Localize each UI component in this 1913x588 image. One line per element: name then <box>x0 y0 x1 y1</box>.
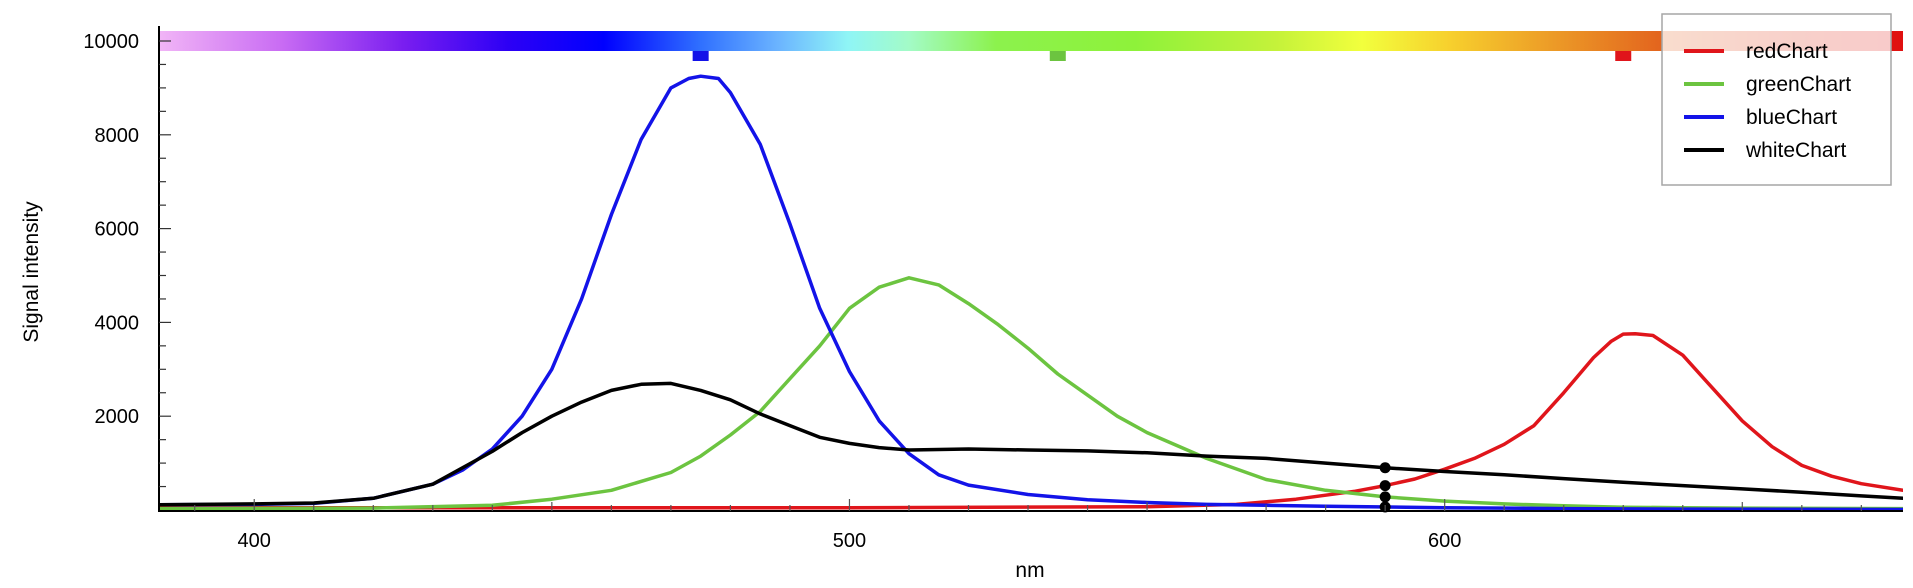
blueChart-line <box>159 74 1903 512</box>
greenChart-peak-marker <box>1049 51 1066 61</box>
series-lines <box>159 74 1903 512</box>
legend: redChart greenChart blueChart whiteChart <box>1661 13 1892 186</box>
legend-box <box>1661 13 1892 186</box>
greenChart-cursor-point <box>1379 491 1391 503</box>
legend-label-blueChart: blueChart <box>1746 106 1837 129</box>
x-tick-label: 600 <box>1428 530 1461 552</box>
whiteChart-line <box>159 381 1903 507</box>
legend-label-whiteChart: whiteChart <box>1745 139 1847 162</box>
x-tick-label: 500 <box>833 530 866 552</box>
x-tick-label: 400 <box>238 530 271 552</box>
redChart-cursor-point <box>1379 480 1391 492</box>
y-tick-label: 8000 <box>95 125 140 147</box>
whiteChart-cursor-point <box>1379 462 1391 474</box>
y-axis-title: Signal intensity <box>20 201 43 343</box>
spectrum-bar <box>159 31 1903 61</box>
y-tick-label: 6000 <box>95 219 140 241</box>
cursor-markers <box>1379 462 1391 513</box>
spectrum-gradient <box>159 31 1903 51</box>
redChart-peak-marker <box>1615 51 1632 61</box>
axes: 2000 4000 6000 8000 10000 400 500 600 <box>83 26 1903 552</box>
y-tick-label: 4000 <box>95 312 140 334</box>
y-tick-label: 10000 <box>83 31 139 53</box>
legend-label-redChart: redChart <box>1746 40 1828 63</box>
greenChart-line <box>159 276 1903 511</box>
blueChart-peak-marker <box>692 51 709 61</box>
x-axis-title: nm <box>1015 559 1044 582</box>
y-tick-label: 2000 <box>95 406 140 428</box>
redChart-line <box>159 331 1903 510</box>
legend-label-greenChart: greenChart <box>1746 73 1851 96</box>
